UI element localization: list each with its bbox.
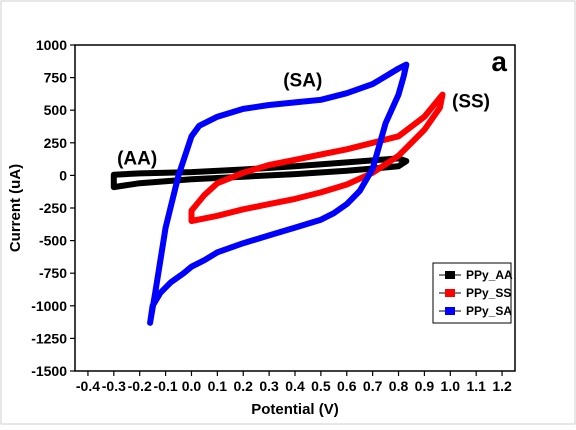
curve-annotations: (AA) (SA) (SS) <box>117 71 490 170</box>
x-tick-label: 0.8 <box>389 378 409 394</box>
x-tick-label: 0.5 <box>311 378 331 394</box>
x-tick-label: 0.0 <box>182 378 202 394</box>
legend-label: PPy_AA <box>466 268 513 282</box>
y-tick-label: -1500 <box>31 363 67 379</box>
legend-swatch-PPy_AA <box>445 271 455 279</box>
x-tick-label: 0.3 <box>259 378 279 394</box>
axis-ticks: -0.4 -0.3 -0.2 -0.1 0.0 0.1 0.2 0.3 0.4 0.5 0.6 0.7… <box>31 37 512 394</box>
x-tick-label: -0.1 <box>154 378 178 394</box>
x-tick-label: -0.2 <box>128 378 152 394</box>
y-tick-label: 1000 <box>36 37 67 53</box>
x-tick-label: -0.4 <box>76 378 100 394</box>
series-line-PPy_SS <box>188 91 446 224</box>
y-tick-label: -750 <box>39 265 67 281</box>
chart-marks <box>110 61 446 326</box>
series-line-PPy_AA <box>110 155 410 191</box>
annotation-label: (SS) <box>452 92 490 113</box>
legend-label: PPy_SA <box>466 304 512 318</box>
y-tick-label: 750 <box>44 70 68 86</box>
x-tick-label: 0.1 <box>208 378 228 394</box>
legend-label: PPy_SS <box>466 286 511 300</box>
y-tick-label: -1000 <box>31 298 67 314</box>
annotation-label: (AA) <box>117 148 157 169</box>
x-tick-label: -0.3 <box>102 378 126 394</box>
panel-label: a <box>491 46 507 77</box>
x-axis-title: Potential (V) <box>251 401 339 418</box>
y-tick-label: 250 <box>44 135 68 151</box>
series-line-PPy_SA <box>147 61 410 326</box>
y-tick-label: 500 <box>44 102 68 118</box>
y-tick-label: -500 <box>39 233 67 249</box>
x-tick-label: 0.4 <box>285 378 305 394</box>
x-tick-label: 1.2 <box>492 378 512 394</box>
x-tick-label: 0.2 <box>234 378 254 394</box>
y-tick-label: 0 <box>59 167 67 183</box>
x-tick-label: 1.0 <box>441 378 461 394</box>
x-tick-label: 0.6 <box>337 378 357 394</box>
y-tick-label: -250 <box>39 200 67 216</box>
x-tick-label: 0.7 <box>363 378 383 394</box>
x-tick-label: 1.1 <box>466 378 486 394</box>
legend: PPy_AA PPy_SS PPy_SA <box>432 262 513 324</box>
legend-swatch-PPy_SA <box>445 307 455 315</box>
annotation-label: (SA) <box>283 71 322 92</box>
legend-swatch-PPy_SS <box>445 289 455 297</box>
x-tick-label: 0.9 <box>415 378 435 394</box>
y-tick-label: -1250 <box>31 330 67 346</box>
y-axis-title: Current (uA) <box>7 164 24 252</box>
